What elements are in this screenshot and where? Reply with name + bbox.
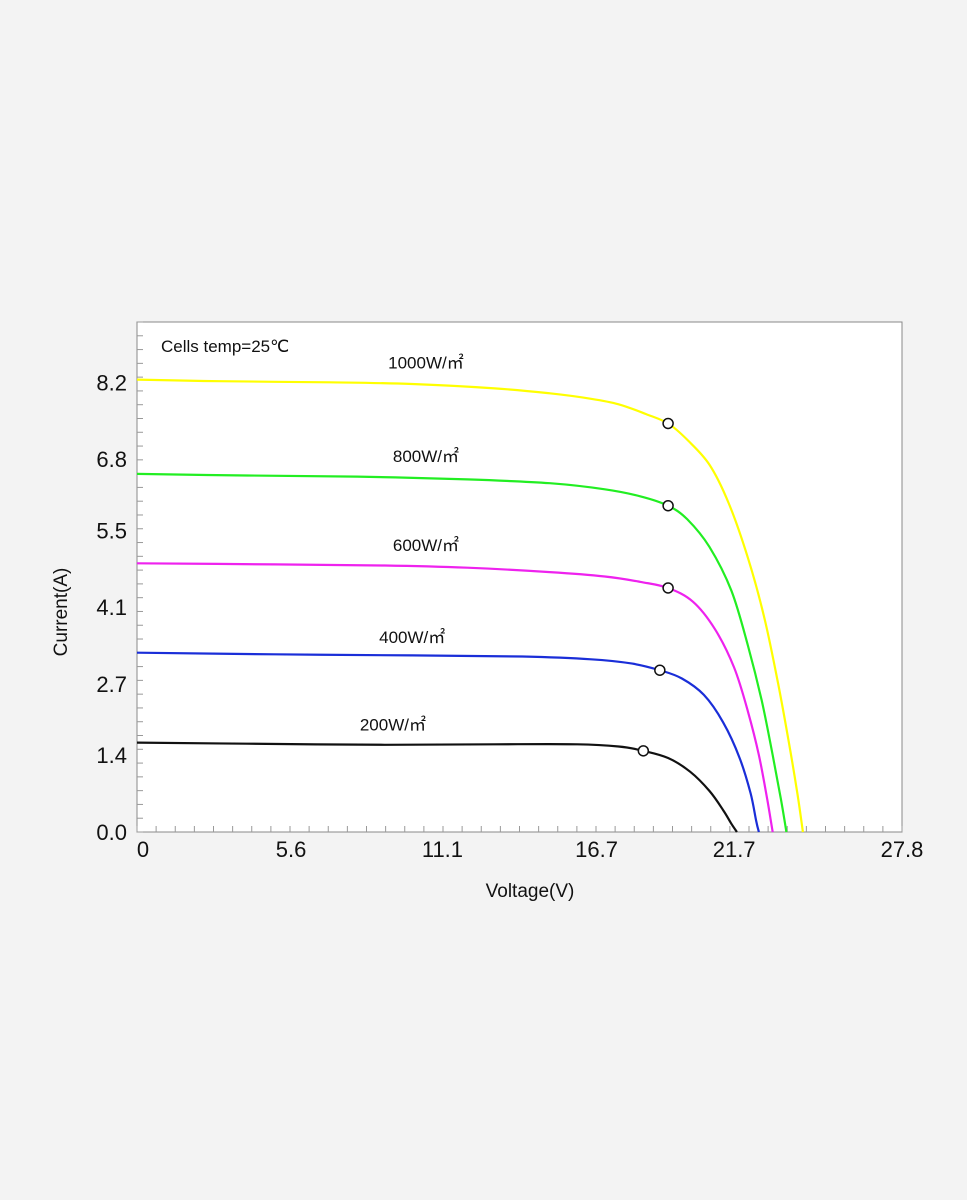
x-tick-label: 0	[137, 837, 149, 862]
y-axis-title: Current(A)	[51, 568, 72, 657]
series-layer	[136, 378, 804, 833]
x-tick-label: 16.7	[575, 837, 618, 862]
series-label-layer: 1000W/㎡ 800W/㎡ 600W/㎡ 400W/㎡ 200W/㎡	[360, 354, 464, 735]
series-label-2: 600W/㎡	[393, 536, 459, 555]
series-label-0: 1000W/㎡	[388, 354, 464, 373]
series-line-0	[136, 378, 804, 833]
y-tick-label: 5.5	[96, 518, 127, 543]
mpp-marker-1	[662, 499, 674, 512]
mpp-marker-layer	[637, 417, 674, 757]
x-tick-label: 11.1	[422, 837, 463, 862]
series-line-2	[136, 562, 774, 833]
y-tick-label: 4.1	[96, 595, 127, 620]
cells-temp-annotation: Cells temp=25℃	[161, 337, 289, 356]
plot-area	[136, 321, 903, 833]
y-tick-label: 0.0	[96, 820, 127, 845]
series-label-3: 400W/㎡	[379, 628, 445, 647]
mpp-marker-3	[654, 664, 666, 676]
x-axis-title: Voltage(V)	[486, 881, 575, 902]
y-tick-label: 2.7	[96, 672, 127, 697]
series-label-4: 200W/㎡	[360, 716, 426, 735]
axis-ticks	[136, 321, 903, 833]
mpp-marker-0	[662, 417, 674, 430]
mpp-marker-4	[637, 745, 650, 757]
y-tick-label: 8.2	[96, 370, 127, 395]
x-tick-label: 5.6	[276, 837, 307, 862]
x-tick-label: 21.7	[713, 837, 756, 862]
y-tick-label: 6.8	[96, 447, 127, 472]
tick-label-layer: 0 5.6 11.1 16.7 21.7 27.8 0.0 1.4 2.7 4.1 5.5 6.8 8.…	[96, 370, 923, 862]
series-label-1: 800W/㎡	[393, 447, 459, 466]
mpp-marker-2	[662, 582, 674, 594]
x-tick-label: 27.8	[881, 837, 924, 862]
series-line-4	[136, 741, 738, 833]
y-tick-label: 1.4	[96, 743, 127, 768]
